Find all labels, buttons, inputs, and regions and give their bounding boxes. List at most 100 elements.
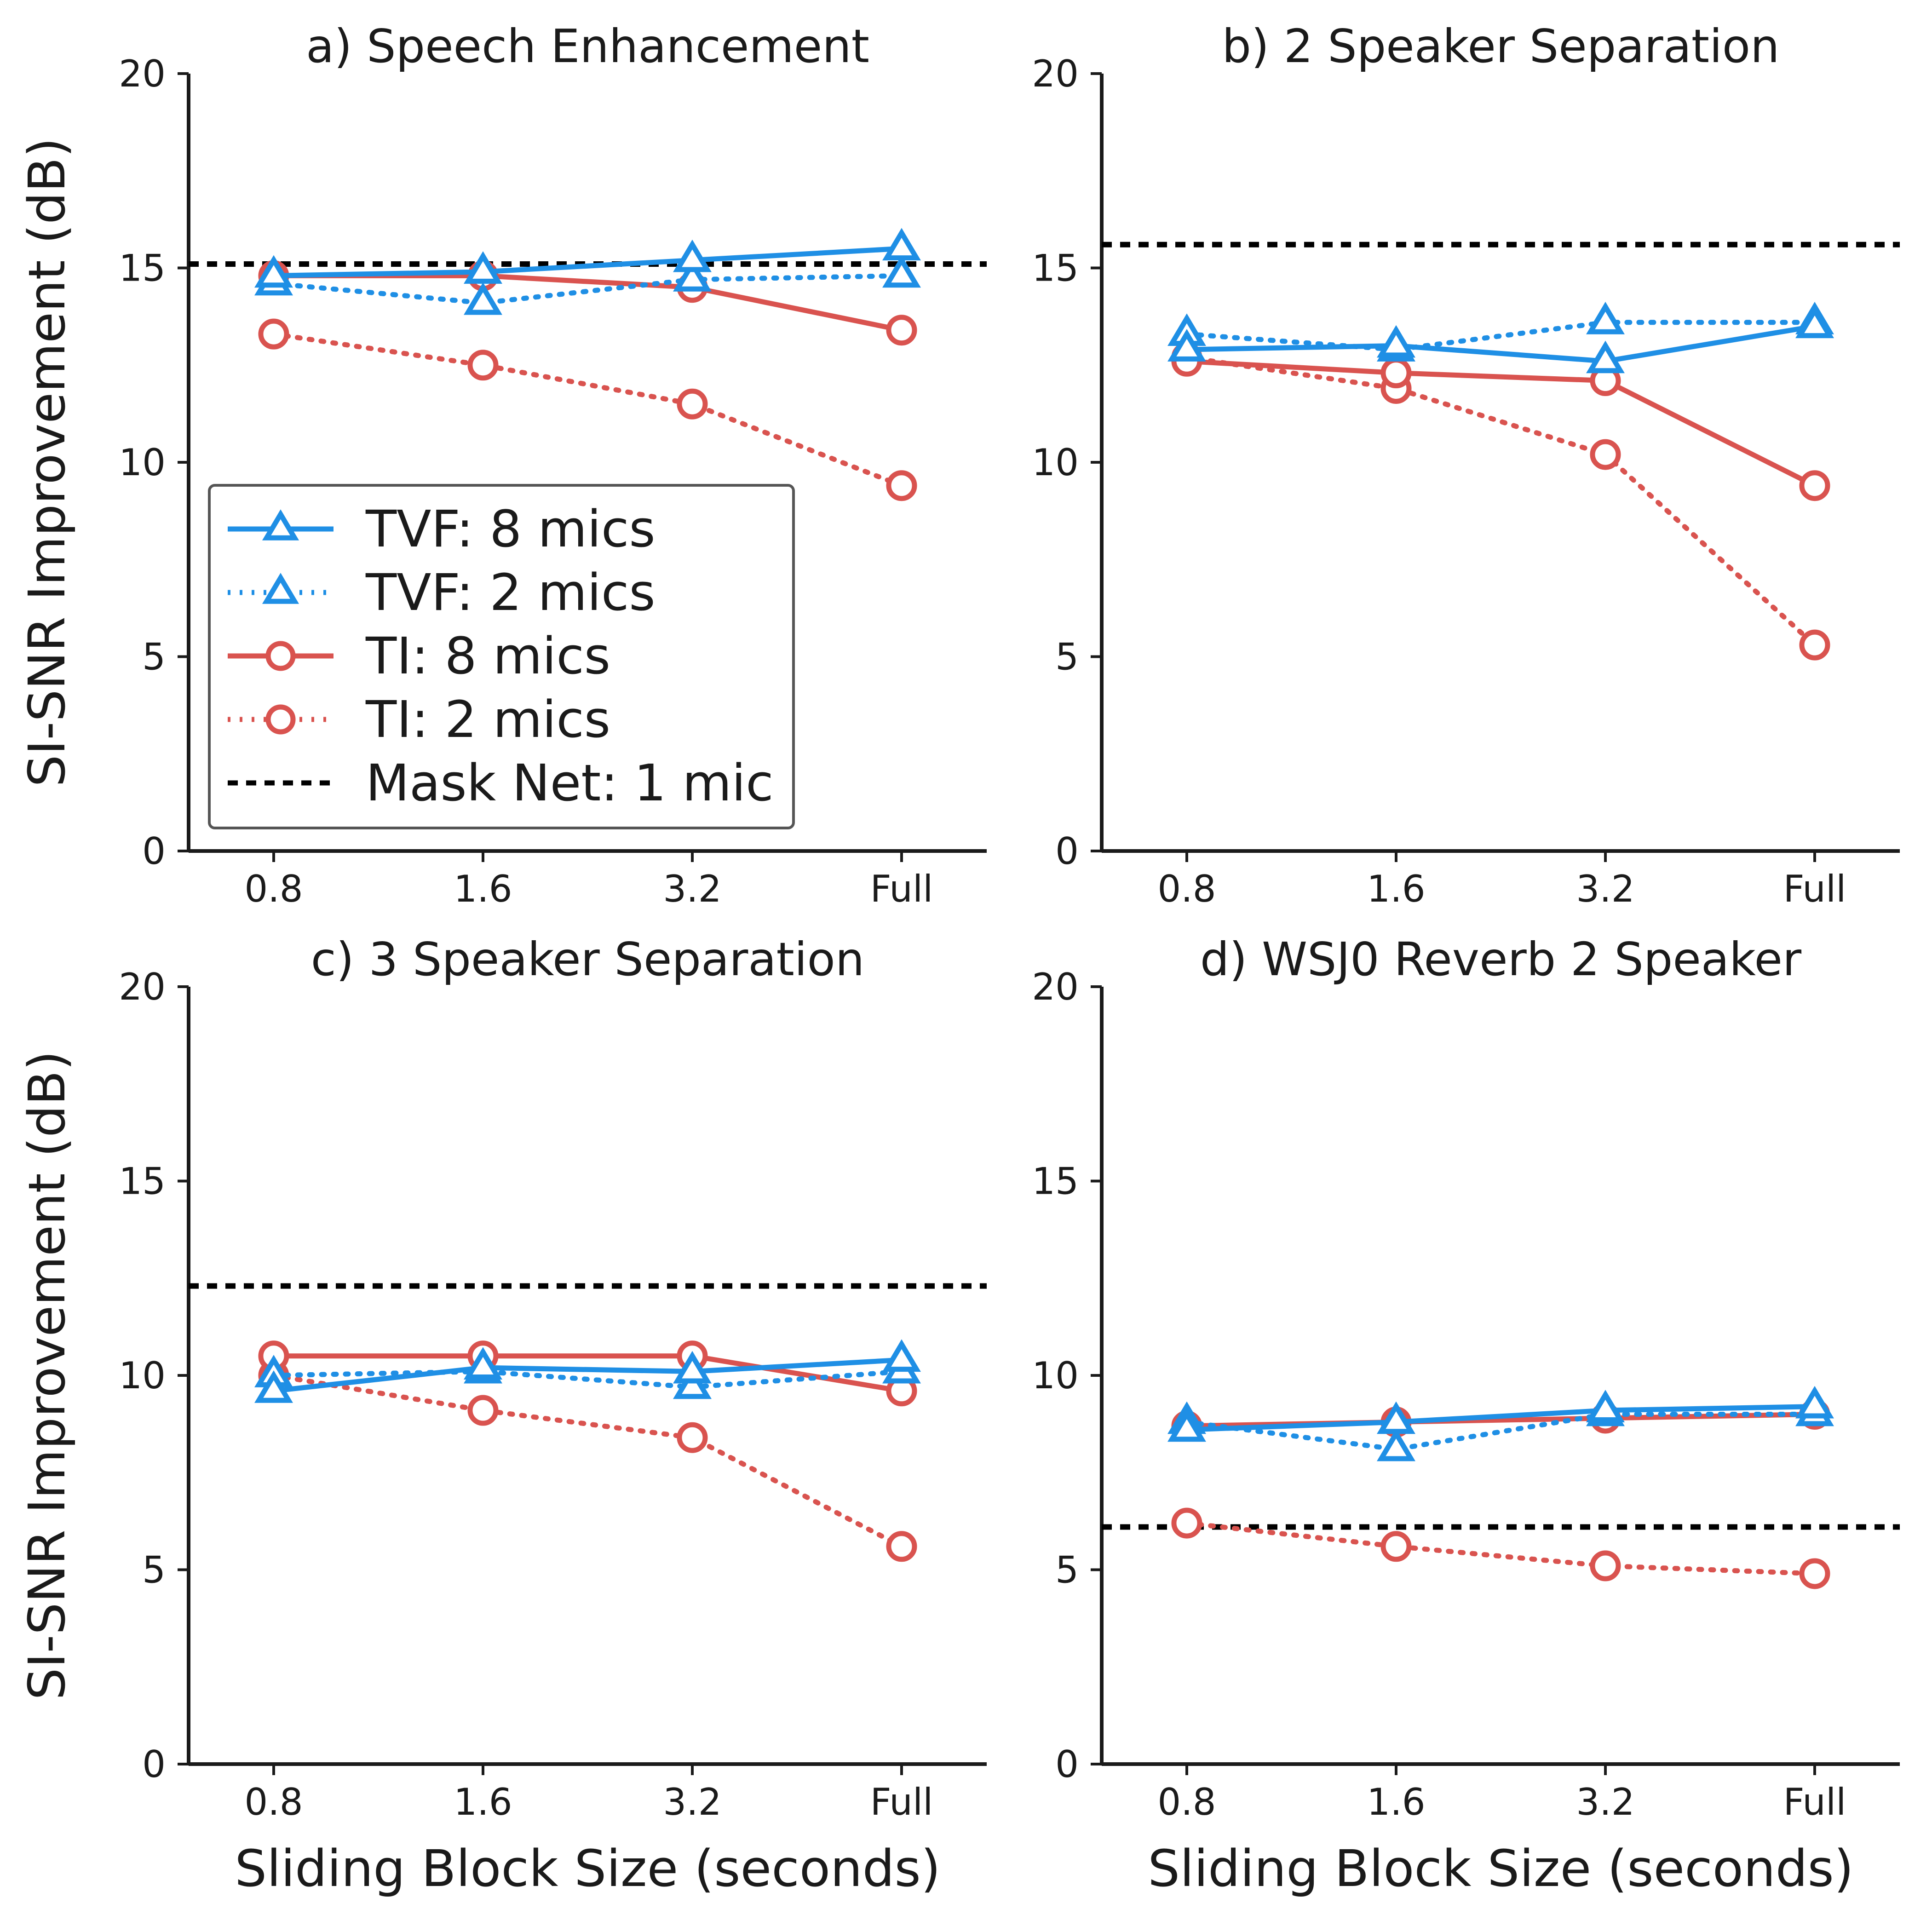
- x-tick-label: 1.6: [454, 868, 512, 910]
- data-point-ti2: [1590, 439, 1621, 470]
- x-tick-label: 3.2: [663, 868, 721, 910]
- y-tick-label: 20: [119, 966, 166, 1008]
- data-point-tvf8: [464, 1347, 502, 1380]
- series-line-tvf2: [1184, 320, 1817, 352]
- y-tick-label: 5: [1055, 636, 1079, 678]
- series-line-ti2: [1184, 1520, 1817, 1576]
- y-tick-label: 0: [1055, 1743, 1079, 1786]
- series-line-ti2: [271, 1373, 904, 1549]
- series-line-tvf2: [1184, 1412, 1817, 1452]
- data-point-tvf8: [1586, 1390, 1625, 1422]
- series-line-ti2: [271, 331, 904, 489]
- data-point-ti2: [1799, 1558, 1830, 1589]
- data-point-tvf8: [1586, 340, 1625, 374]
- y-tick-label: 15: [1032, 247, 1079, 290]
- x-axis-label: Sliding Block Size (seconds): [1148, 1839, 1854, 1898]
- data-point-tvf2: [673, 1366, 712, 1399]
- series-line-tvf8: [271, 246, 904, 278]
- x-tick-label: Full: [1783, 868, 1846, 910]
- x-tick-label: 0.8: [1157, 868, 1216, 910]
- x-tick-label: Full: [870, 1781, 933, 1823]
- x-tick-label: 1.6: [454, 1781, 512, 1823]
- y-tick-label: 5: [1055, 1549, 1079, 1592]
- panel-4: d) WSJ0 Reverb 2 Speaker 0 5 10 15 20 0.8 1.6 3.…: [1032, 932, 1900, 1898]
- y-tick-label: 10: [119, 1354, 166, 1397]
- data-point-ti8: [1380, 357, 1412, 389]
- data-point-ti2: [677, 388, 708, 420]
- data-point-tvf8: [1377, 1401, 1415, 1434]
- y-tick-label: 15: [119, 247, 166, 290]
- data-point-tvf8: [254, 1370, 293, 1403]
- series-line-tvf2: [271, 1369, 904, 1390]
- x-tick-label: 1.6: [1367, 1781, 1425, 1823]
- series-line-tvf8: [1184, 1404, 1817, 1432]
- series-line-ti8: [1184, 358, 1817, 489]
- panel-title: a) Speech Enhancement: [306, 19, 869, 73]
- data-point-ti2: [886, 470, 917, 501]
- series-line-ti2: [1184, 355, 1817, 648]
- data-point-tvf8: [1795, 305, 1834, 339]
- y-tick-label: 10: [1032, 1354, 1079, 1397]
- x-axis-label: Sliding Block Size (seconds): [235, 1839, 941, 1898]
- x-tick-label: 3.2: [1576, 1781, 1634, 1823]
- data-point-tvf8: [673, 239, 712, 272]
- legend-swatch-marker: [262, 573, 299, 604]
- y-tick-label: 15: [1032, 1160, 1079, 1203]
- y-tick-label: 10: [119, 441, 166, 484]
- x-tick-label: Full: [1783, 1781, 1846, 1823]
- x-tick-label: 0.8: [244, 1781, 303, 1823]
- x-tick-label: Full: [870, 868, 933, 910]
- x-tick-label: 3.2: [1576, 868, 1634, 910]
- series-line-tvf2: [271, 273, 904, 306]
- y-tick-label: 20: [1032, 52, 1079, 95]
- legend-label: TVF: 2 mics: [365, 563, 656, 622]
- data-point-tvf8: [1377, 325, 1415, 358]
- data-point-ti2: [1590, 1550, 1621, 1581]
- data-point-tvf8: [254, 255, 293, 288]
- data-point-ti8: [886, 315, 917, 346]
- legend-box: [208, 484, 795, 829]
- data-point-ti2: [1799, 629, 1830, 661]
- panel-2: b) 2 Speaker Separation 0 5 10 15 20 0.8 1.6 3.2…: [1032, 19, 1900, 910]
- data-point-ti2: [1380, 1531, 1412, 1562]
- data-point-ti2: [886, 1531, 917, 1562]
- panel-1: a) Speech Enhancement 0 5 10 15 20 0.8 1.6 3.2 Fu…: [17, 19, 987, 910]
- series-line-tvf8: [1184, 323, 1817, 364]
- x-tick-label: 0.8: [1157, 1781, 1216, 1823]
- x-tick-label: 0.8: [244, 868, 303, 910]
- legend-label: TVF: 8 mics: [365, 500, 656, 558]
- x-tick-label: 3.2: [663, 1781, 721, 1823]
- y-tick-label: 20: [1032, 966, 1079, 1008]
- data-point-tvf8: [464, 251, 502, 284]
- y-axis-label: SI-SNR Improvement (dB): [17, 1051, 76, 1700]
- data-point-ti8: [1799, 470, 1830, 501]
- data-point-tvf2: [464, 282, 502, 315]
- data-point-ti2: [467, 1395, 499, 1426]
- series-line-ti8: [271, 1353, 904, 1394]
- data-point-tvf8: [1795, 1386, 1834, 1419]
- panel-title: c) 3 Speaker Separation: [311, 932, 864, 986]
- data-point-tvf8: [882, 1339, 921, 1372]
- y-tick-label: 0: [142, 1743, 166, 1786]
- data-point-tvf8: [882, 228, 921, 261]
- panel-title: d) WSJ0 Reverb 2 Speaker: [1200, 932, 1802, 986]
- y-tick-label: 20: [119, 52, 166, 95]
- data-point-tvf8: [1167, 1409, 1206, 1442]
- panel-3: c) 3 Speaker Separation 0 5 10 15 20 0.8 1.6 3.2…: [17, 932, 987, 1898]
- legend-label: TI: 2 mics: [365, 690, 610, 749]
- data-point-tvf2: [1586, 302, 1625, 334]
- legend-swatch-marker: [265, 641, 296, 671]
- data-point-tvf2: [1377, 1428, 1415, 1461]
- data-point-tvf2: [673, 259, 712, 292]
- legend-label: Mask Net: 1 mic: [366, 753, 774, 812]
- legend-label: TI: 8 mics: [365, 627, 610, 685]
- y-tick-label: 15: [119, 1160, 166, 1203]
- y-tick-label: 5: [142, 636, 166, 678]
- data-point-tvf2: [882, 255, 921, 288]
- data-point-ti2: [258, 318, 289, 350]
- y-tick-label: 5: [142, 1549, 166, 1592]
- data-point-tvf8: [1167, 329, 1206, 362]
- y-tick-label: 0: [142, 830, 166, 873]
